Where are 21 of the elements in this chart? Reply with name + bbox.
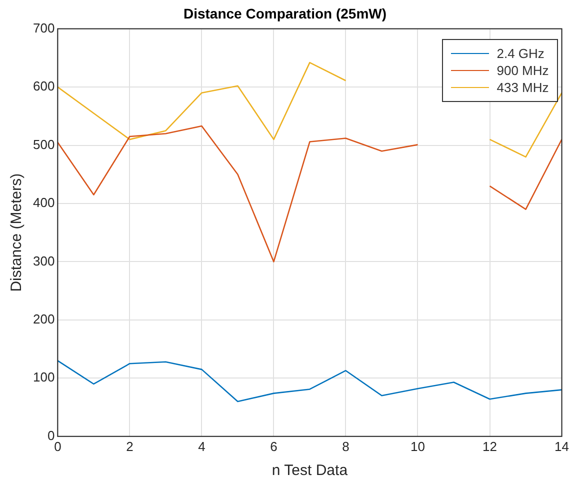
x-axis-title: n Test Data bbox=[272, 462, 348, 480]
y-tick-label: 600 bbox=[32, 78, 55, 94]
y-tick-label: 100 bbox=[32, 370, 55, 385]
chart-title: Distance Comparation (25mW) bbox=[183, 5, 387, 22]
legend-label: 433 MHz bbox=[496, 80, 549, 95]
x-tick-label: 6 bbox=[270, 438, 278, 454]
x-tick-label: 14 bbox=[554, 438, 570, 454]
y-axis-title: Distance (Meters) bbox=[8, 173, 26, 292]
y-tick-label: 300 bbox=[32, 253, 55, 268]
y-tick-label: 500 bbox=[32, 136, 55, 152]
y-tick-label: 200 bbox=[32, 312, 55, 327]
y-tick-label: 700 bbox=[32, 20, 55, 36]
legend-label: 900 MHz bbox=[496, 62, 549, 78]
y-tick-label: 0 bbox=[47, 428, 55, 443]
x-tick-label: 2 bbox=[126, 438, 134, 454]
y-tick-label: 400 bbox=[32, 195, 55, 210]
legend-label: 2.4 GHz bbox=[496, 46, 544, 61]
x-tick-label: 10 bbox=[410, 438, 425, 454]
x-tick-label: 12 bbox=[482, 438, 497, 454]
x-tick-label: 8 bbox=[342, 438, 350, 454]
x-tick-label: 4 bbox=[198, 438, 206, 454]
